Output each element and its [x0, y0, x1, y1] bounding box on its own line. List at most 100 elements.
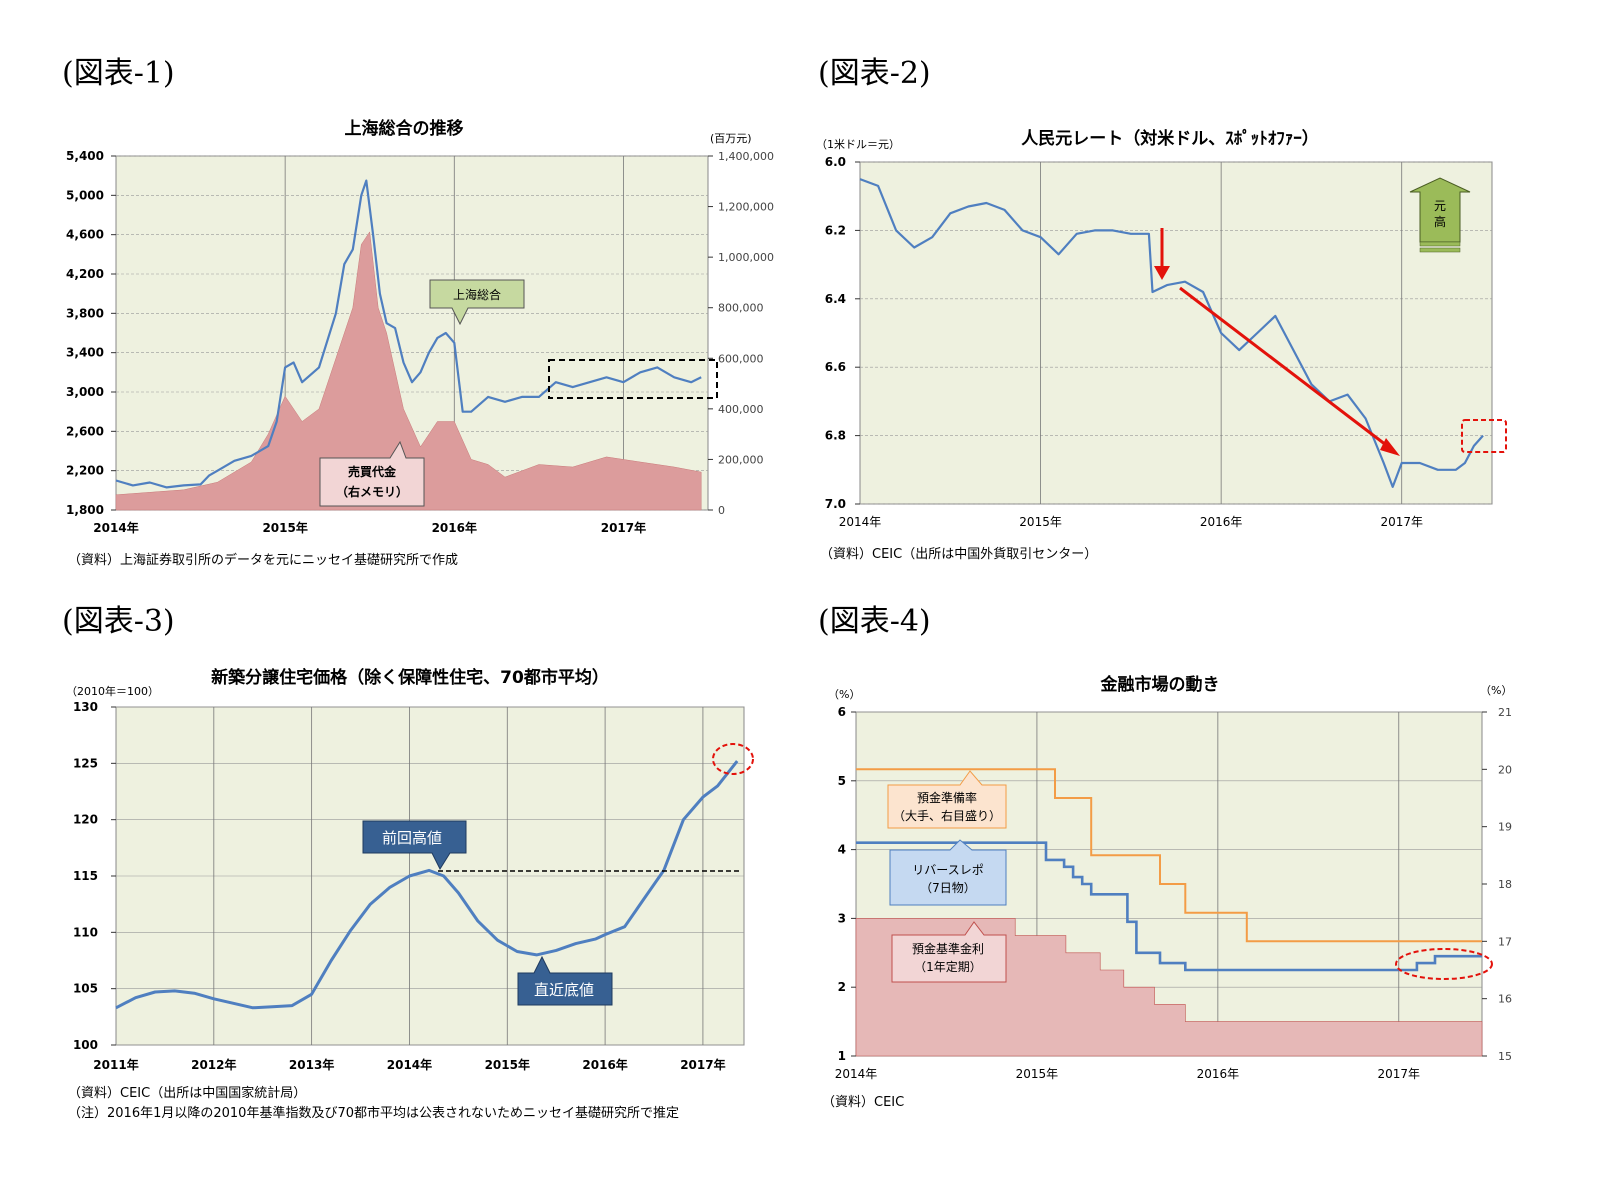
- chart3-callout-prev-high: 前回高値: [362, 820, 467, 871]
- chart2-x-ticks: 2014年 2015年 2016年 2017年: [839, 515, 1423, 529]
- y-tick-label: 125: [73, 756, 98, 770]
- fig-heading-4: (図表-4): [818, 604, 931, 639]
- y-tick-label: 1,800: [66, 503, 104, 517]
- y-tick-label: 6.6: [825, 360, 846, 374]
- y-tick-label: 1: [838, 1049, 846, 1063]
- chart2-red-arrow-trend: [1179, 286, 1400, 456]
- chart2-source: （資料）CEIC（出所は中国外貨取引センター）: [820, 546, 1097, 562]
- chart1-y2-unit: (百万元): [710, 132, 752, 145]
- x-tick-label: 2014年: [835, 1067, 878, 1081]
- y-tick-label: 130: [73, 700, 98, 714]
- chart1-callout-trading-label1: 売買代金: [348, 464, 397, 479]
- chart4-callout-rrr-label1: 預金準備率: [917, 790, 977, 805]
- y-tick-label: 3,800: [66, 306, 104, 320]
- chart2-yuan-label1: 元: [1434, 199, 1446, 213]
- chart1-dashed-highlight: [548, 359, 718, 399]
- y-tick-label: 3: [838, 911, 846, 925]
- x-tick-label: 2017年: [601, 520, 646, 535]
- x-tick-label: 2013年: [289, 1057, 334, 1072]
- chart3-y-unit: （2010年＝100）: [66, 684, 159, 698]
- chart1-callout-index: 上海総合: [429, 279, 525, 326]
- y-tick-label: 5,000: [66, 188, 104, 202]
- chart4-callout-repo-label2: （7日物）: [920, 881, 976, 895]
- chart3-price-line: [115, 760, 739, 1010]
- y2-tick-label: 1,000,000: [718, 251, 774, 264]
- chart-shanghai-composite: 上海総合の推移 (百万元) 5,400 5,000 4,600 4,200 3,800 3…: [66, 118, 774, 568]
- chart-housing-price: 新築分譲住宅価格（除く保障性住宅、70都市平均） （2010年＝100） 130…: [66, 667, 754, 1121]
- y-tick-label: 4: [838, 843, 846, 857]
- series-line: [115, 760, 739, 1010]
- y2-tick-label: 800,000: [718, 302, 764, 315]
- chart4-source: （資料）CEIC: [822, 1095, 904, 1110]
- chart2-gridlines: [860, 161, 1492, 505]
- y-tick-label: 120: [73, 813, 98, 827]
- chart4-callout-deposit-label2: （1年定期）: [914, 959, 982, 974]
- series-step-area: [855, 918, 1483, 1057]
- x-tick-label: 2012年: [191, 1057, 236, 1072]
- x-tick-label: 2015年: [262, 520, 307, 535]
- chart1-callout-trading-label2: （右メモリ）: [336, 484, 408, 499]
- series-area: [115, 231, 702, 511]
- chart1-source: （資料）上海証券取引所のデータを元にニッセイ基礎研究所で作成: [68, 552, 458, 568]
- y2-tick-label: 15: [1498, 1050, 1512, 1063]
- x-tick-label: 2017年: [1380, 515, 1423, 529]
- chart3-y-ticks: 130 125 120 115 110 105 100: [73, 700, 116, 1052]
- x-tick-label: 2017年: [680, 1057, 725, 1072]
- chart4-callout-deposit-label1: 預金基準金利: [912, 941, 984, 956]
- chart4-callout-rrr-label2: （大手、右目盛り）: [893, 808, 1001, 823]
- y-tick-label: 110: [73, 925, 98, 939]
- chart1-trading-value-area: [115, 231, 702, 511]
- chart2-y-unit: （1米ドル＝元）: [816, 138, 900, 151]
- y-tick-label: 2,600: [66, 424, 104, 438]
- chart4-deposit-rate-area: [855, 918, 1483, 1057]
- chart4-y-unit: （%）: [828, 688, 860, 701]
- chart4-dashed-highlight: [1395, 948, 1493, 980]
- y2-tick-label: 21: [1498, 706, 1512, 719]
- chart3-callout-recent-low: 直近底値: [517, 955, 613, 1006]
- chart2-title: 人民元レート（対米ドル、ｽﾎﾟｯﾄｵﾌｧｰ）: [1021, 128, 1319, 149]
- series-line: [115, 179, 702, 489]
- y-tick-label: 3,400: [66, 346, 104, 360]
- chart4-y-ticks: 6 5 4 3 2 1: [838, 705, 856, 1063]
- chart3-callout-prev-high-label: 前回高値: [382, 829, 442, 847]
- x-tick-label: 2017年: [1378, 1067, 1421, 1081]
- series-step-line: [856, 841, 1482, 972]
- y-tick-label: 105: [73, 982, 98, 996]
- chart4-callout-repo: リバースレポ （7日物）: [889, 839, 1007, 906]
- x-tick-label: 2015年: [1016, 1067, 1059, 1081]
- chart4-title: 金融市場の動き: [1100, 674, 1220, 695]
- x-tick-label: 2014年: [387, 1057, 432, 1072]
- chart3-title: 新築分譲住宅価格（除く保障性住宅、70都市平均）: [211, 667, 609, 688]
- chart3-note: （注）2016年1月以降の2010年基準指数及び70都市平均は公表されないためニ…: [68, 1105, 679, 1121]
- y-tick-label: 2,200: [66, 464, 104, 478]
- y-tick-label: 6.2: [825, 223, 846, 237]
- x-tick-label: 2016年: [432, 520, 477, 535]
- fig-heading-2: (図表-2): [818, 56, 931, 91]
- chart2-y-ticks: 6.0 6.2 6.4 6.6 6.8 7.0: [825, 155, 860, 511]
- y-tick-label: 6: [838, 705, 846, 719]
- chart1-callout-trading: 売買代金 （右メモリ）: [319, 440, 425, 507]
- y-tick-label: 4,200: [66, 267, 104, 281]
- chart4-y2-ticks: 21 20 19 18 17 16 15: [1482, 706, 1512, 1063]
- y2-tick-label: 1,200,000: [718, 201, 774, 214]
- y2-tick-label: 19: [1498, 821, 1512, 834]
- y-tick-label: 5: [838, 774, 846, 788]
- chart2-rate-line: [859, 178, 1484, 488]
- y-tick-label: 2: [838, 980, 846, 994]
- chart4-callout-repo-label1: リバースレポ: [912, 863, 983, 877]
- y2-tick-label: 400,000: [718, 403, 764, 416]
- y-tick-label: 6.4: [825, 292, 846, 306]
- y2-tick-label: 20: [1498, 763, 1512, 776]
- y2-tick-label: 0: [718, 504, 725, 517]
- chart2-red-arrow-drop: [1154, 228, 1170, 280]
- y2-tick-label: 16: [1498, 993, 1512, 1006]
- series-line: [859, 178, 1484, 488]
- fig-heading-1: (図表-1): [62, 56, 175, 91]
- chart3-source: （資料）CEIC（出所は中国国家統計局）: [68, 1085, 306, 1101]
- chart4-callout-deposit: 預金基準金利 （1年定期）: [891, 921, 1007, 983]
- chart3-dashed-highlight: [712, 743, 754, 775]
- chart3-gridlines: [116, 706, 744, 1046]
- y-tick-label: 115: [73, 869, 98, 883]
- y2-tick-label: 17: [1498, 935, 1512, 948]
- y2-tick-label: 1,400,000: [718, 150, 774, 163]
